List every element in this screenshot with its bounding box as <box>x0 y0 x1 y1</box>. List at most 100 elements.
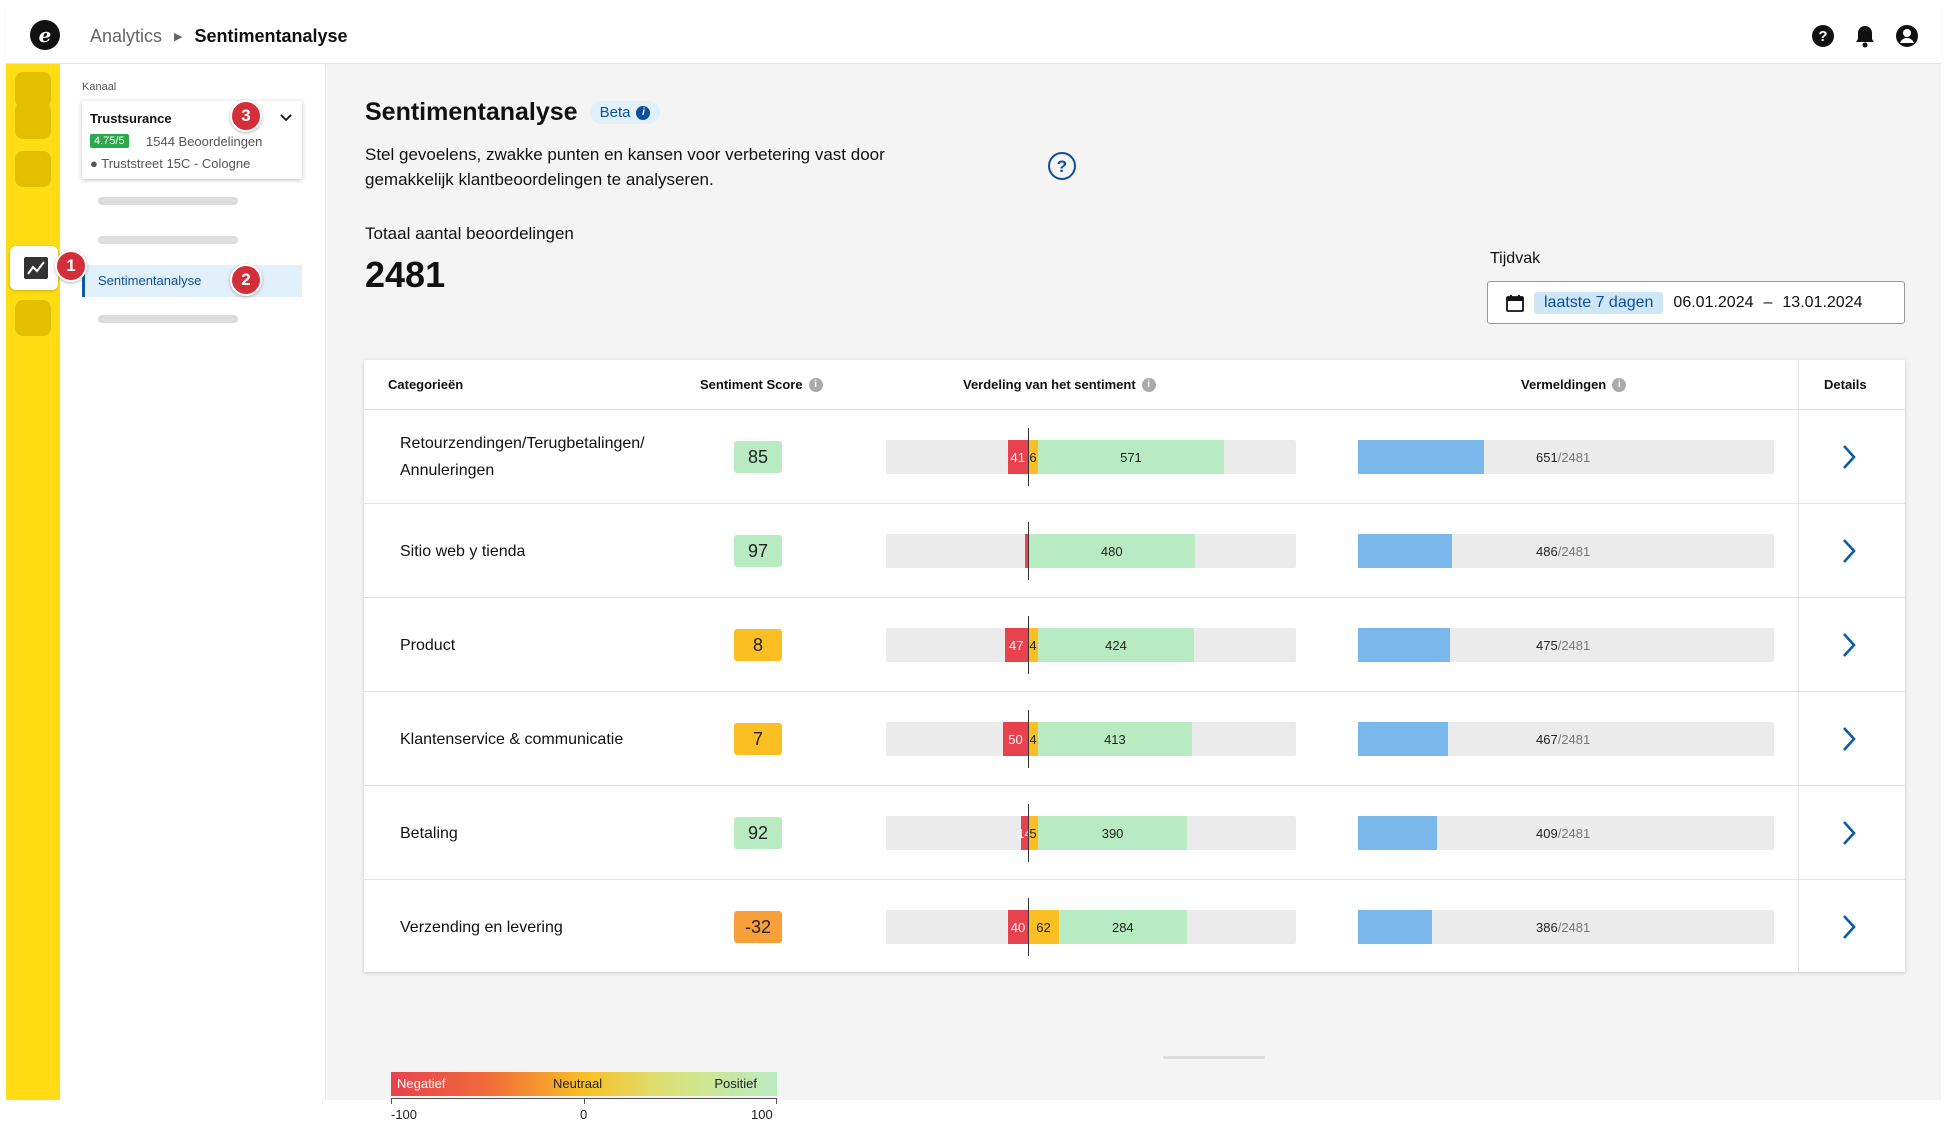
header-details-text: Details <box>1824 377 1867 392</box>
breadcrumb-analytics[interactable]: Analytics <box>90 26 163 46</box>
chevron-right-icon[interactable] <box>1839 911 1859 948</box>
mentions-total: /2481 <box>1557 920 1591 935</box>
mentions-value: 486 <box>1536 544 1558 559</box>
neutral-segment: 4 <box>1028 628 1038 662</box>
positive-segment: 390 <box>1038 816 1188 850</box>
account-icon[interactable] <box>1893 22 1921 50</box>
sentiment-distribution-bar[interactable]: 50 4 413 <box>886 710 1296 768</box>
mentions-count: 409/2481 <box>1536 826 1590 841</box>
info-icon: i <box>636 105 651 120</box>
neutral-segment: 4 <box>1028 722 1038 756</box>
mentions-total: /2481 <box>1557 826 1591 841</box>
callout-badge-2: 2 <box>230 264 262 296</box>
chevron-right-icon[interactable] <box>1839 723 1859 760</box>
mentions-bar[interactable]: 467/2481 <box>1358 722 1774 756</box>
sentiment-distribution-bar[interactable]: 47 4 424 <box>886 616 1296 674</box>
legend-negative: Negatief <box>397 1076 446 1091</box>
sentiment-score-badge: 8 <box>734 629 782 661</box>
mentions-bar[interactable]: 409/2481 <box>1358 816 1774 850</box>
mentions-fill <box>1358 440 1484 474</box>
total-reviews-value: 2481 <box>365 254 446 295</box>
chevron-right-icon[interactable] <box>1839 629 1859 666</box>
chevron-right-icon[interactable] <box>1839 535 1859 572</box>
mentions-value: 475 <box>1536 638 1558 653</box>
mentions-value: 651 <box>1536 450 1558 465</box>
sentiment-distribution-bar[interactable]: 40 62 284 <box>886 898 1296 956</box>
neutral-segment: 62 <box>1028 910 1059 944</box>
channel-selector[interactable]: Trustsurance 4.75/5 1544 Beoordelingen ●… <box>82 101 302 179</box>
table-row[interactable]: Betaling 92 14 5 390 409/2481 <box>364 786 1905 880</box>
mentions-fill <box>1358 816 1437 850</box>
info-icon[interactable]: i <box>1612 377 1627 392</box>
table-row[interactable]: Retourzendingen/Terugbetalingen/ Annuler… <box>364 410 1905 504</box>
mentions-bar[interactable]: 386/2481 <box>1358 910 1774 944</box>
negative-segment: 41 <box>1007 440 1028 474</box>
table-row[interactable]: Product 8 47 4 424 475/2481 <box>364 598 1905 692</box>
positive-segment: 424 <box>1038 628 1195 662</box>
beta-badge[interactable]: Beta i <box>589 101 661 124</box>
rail-analytics-active[interactable] <box>10 246 58 290</box>
header-distribution-text: Verdeling van het sentiment <box>963 377 1136 392</box>
period-from: 06.01.2024 <box>1673 293 1754 311</box>
help-icon[interactable]: ? <box>1809 22 1837 50</box>
period-picker[interactable]: laatste 7 dagen 06.01.2024 – 13.01.2024 <box>1487 281 1905 324</box>
negative-segment: 40 <box>1008 910 1028 944</box>
chevron-right-icon[interactable] <box>1839 441 1859 478</box>
mentions-bar[interactable]: 486/2481 <box>1358 534 1774 568</box>
callout-badge-1: 1 <box>55 250 87 282</box>
sentiment-distribution-bar[interactable]: 41 6 571 <box>886 428 1296 486</box>
positive-segment: 571 <box>1038 440 1224 474</box>
header-categories: Categorieën <box>388 377 463 392</box>
sentiment-distribution-bar[interactable]: 480 <box>886 522 1296 580</box>
top-icons: ? <box>1809 22 1921 50</box>
sentiment-table: Categorieën Sentiment Score i Verdeling v… <box>364 360 1905 974</box>
zero-line <box>1028 522 1029 580</box>
mentions-bar[interactable]: 475/2481 <box>1358 628 1774 662</box>
header-score-text: Sentiment Score <box>700 377 803 392</box>
zero-line <box>1028 710 1029 768</box>
header-categories-text: Categorieën <box>388 377 464 392</box>
legend-tick <box>391 1098 392 1104</box>
nav-item-sentimentanalyse[interactable]: Sentimentanalyse <box>82 265 302 297</box>
negative-segment <box>1025 534 1028 568</box>
header-distribution: Verdeling van het sentiment i <box>963 377 1156 392</box>
page-description: Stel gevoelens, zwakke punten en kansen … <box>365 145 885 189</box>
mentions-fill <box>1358 722 1448 756</box>
mentions-value: 386 <box>1536 920 1558 935</box>
analytics-chart-icon <box>24 257 48 279</box>
positive-segment: 480 <box>1028 534 1196 568</box>
horizontal-scrollbar[interactable] <box>1163 1056 1265 1059</box>
rail-nav-item[interactable] <box>15 72 51 108</box>
rail-nav-item[interactable] <box>15 151 51 187</box>
sentiment-score-badge: 85 <box>734 441 782 473</box>
sub-navigation: Kanaal Trustsurance 4.75/5 1544 Beoordel… <box>60 64 326 1100</box>
mentions-total: /2481 <box>1557 450 1591 465</box>
help-circle-icon[interactable]: ? <box>1047 151 1077 186</box>
rail-nav-item[interactable] <box>15 300 51 336</box>
chevron-right-icon[interactable] <box>1839 817 1859 854</box>
table-row[interactable]: Sitio web y tienda 97 480 486/2481 <box>364 504 1905 598</box>
rail-nav-item[interactable] <box>15 103 51 139</box>
sentiment-distribution-bar[interactable]: 14 5 390 <box>886 804 1296 862</box>
neutral-segment: 5 <box>1028 816 1038 850</box>
channel-rating-badge: 4.75/5 <box>90 134 129 148</box>
nav-placeholder <box>98 315 238 323</box>
info-icon[interactable]: i <box>808 377 823 392</box>
sentiment-score-badge: -32 <box>734 911 782 943</box>
app-logo[interactable]: e <box>30 20 60 50</box>
chevron-down-icon[interactable] <box>278 109 294 130</box>
table-row[interactable]: Verzending en levering -32 40 62 284 386/2481 <box>364 880 1905 974</box>
period-preset-chip[interactable]: laatste 7 dagen <box>1534 291 1664 314</box>
mentions-count: 467/2481 <box>1536 732 1590 747</box>
top-bar: e Analytics ▶ Sentimentanalyse ? <box>6 4 1941 64</box>
mentions-bar[interactable]: 651/2481 <box>1358 440 1774 474</box>
zero-line <box>1028 804 1029 862</box>
table-row[interactable]: Klantenservice & communicatie 7 50 4 413 467/… <box>364 692 1905 786</box>
bell-icon[interactable] <box>1851 22 1879 50</box>
mentions-fill <box>1358 534 1452 568</box>
breadcrumb-separator-icon: ▶ <box>174 31 183 43</box>
legend-positive: Positief <box>714 1076 757 1091</box>
table-header: Categorieën Sentiment Score i Verdeling v… <box>364 360 1905 410</box>
info-icon[interactable]: i <box>1141 377 1156 392</box>
total-reviews-label: Totaal aantal beoordelingen <box>365 224 574 243</box>
